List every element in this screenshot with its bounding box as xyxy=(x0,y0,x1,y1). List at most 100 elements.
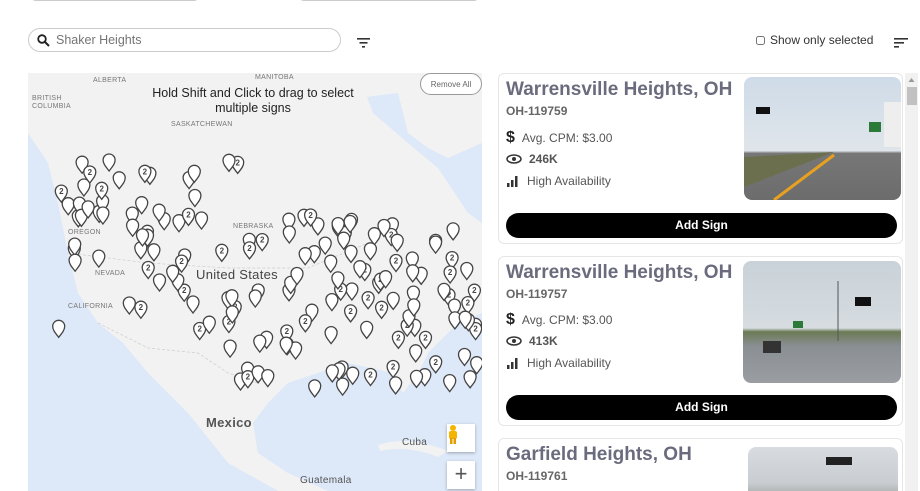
map-marker[interactable] xyxy=(290,266,304,286)
map-marker[interactable] xyxy=(188,188,202,208)
map-marker[interactable] xyxy=(68,253,82,273)
map-marker[interactable] xyxy=(308,379,322,398)
map-marker[interactable] xyxy=(102,153,116,173)
map-marker[interactable] xyxy=(318,236,332,256)
map-marker[interactable] xyxy=(248,289,262,309)
map-marker[interactable] xyxy=(225,289,239,308)
street-view-pegman-icon[interactable] xyxy=(447,424,475,452)
map-marker[interactable] xyxy=(324,325,338,345)
sign-photo[interactable] xyxy=(744,77,901,200)
filter-icon[interactable] xyxy=(357,35,370,53)
sign-card[interactable]: Warrensville Heights, OH OH-119759 $ Avg.… xyxy=(498,73,903,244)
map-marker[interactable] xyxy=(311,217,325,236)
map-marker[interactable] xyxy=(331,271,345,290)
map-marker[interactable] xyxy=(460,261,474,281)
show-only-selected[interactable]: Show only selected xyxy=(756,33,873,47)
map-marker[interactable] xyxy=(222,153,236,173)
top-tab-left[interactable] xyxy=(30,0,200,1)
map-marker[interactable]: 2 xyxy=(141,260,155,280)
map-marker[interactable] xyxy=(470,356,482,375)
map-marker[interactable] xyxy=(288,341,303,361)
map-marker[interactable]: 2 xyxy=(389,253,403,273)
sign-card[interactable]: Garfield Heights, OH OH-119761 xyxy=(498,438,903,491)
map-marker[interactable] xyxy=(77,178,91,198)
map-marker[interactable] xyxy=(135,228,150,247)
zoom-in-button[interactable]: + xyxy=(447,461,475,489)
map-marker[interactable] xyxy=(386,291,400,311)
map-marker[interactable] xyxy=(81,200,95,219)
map-marker[interactable] xyxy=(135,196,149,215)
map-marker[interactable]: 2 xyxy=(429,355,443,374)
map-marker[interactable] xyxy=(353,260,367,279)
map-marker[interactable] xyxy=(166,264,180,284)
map-marker[interactable] xyxy=(345,282,359,302)
add-sign-button[interactable]: Add Sign xyxy=(506,213,897,238)
map-marker[interactable]: 2 xyxy=(386,359,400,379)
map-marker[interactable] xyxy=(147,243,161,262)
map-marker[interactable] xyxy=(331,216,345,236)
map-marker[interactable]: 2 xyxy=(54,184,68,204)
map-marker[interactable] xyxy=(360,320,374,340)
map-marker[interactable] xyxy=(406,264,420,283)
map-marker[interactable]: 2 xyxy=(83,165,97,185)
map-marker[interactable]: 2 xyxy=(303,208,318,228)
map-marker[interactable] xyxy=(335,377,350,397)
sign-photo[interactable] xyxy=(748,447,898,491)
sort-icon[interactable] xyxy=(894,35,908,53)
sign-photo[interactable] xyxy=(743,261,901,383)
map-marker[interactable]: 2 xyxy=(215,243,229,263)
sign-card[interactable]: Warrensville Heights, OH OH-119757 $ Avg.… xyxy=(498,256,903,426)
map-marker[interactable] xyxy=(298,247,312,266)
map-marker[interactable] xyxy=(125,218,140,238)
map-marker[interactable] xyxy=(194,211,209,231)
map-marker[interactable] xyxy=(261,368,275,388)
map-marker[interactable]: 2 xyxy=(255,232,269,252)
map-marker[interactable]: 2 xyxy=(242,241,257,260)
map-marker[interactable] xyxy=(52,319,66,339)
map-marker[interactable] xyxy=(172,214,186,233)
map-marker[interactable]: 2 xyxy=(443,265,457,285)
map-marker[interactable] xyxy=(409,369,424,389)
map-marker[interactable] xyxy=(279,336,293,356)
map-marker[interactable] xyxy=(344,244,358,264)
map-marker[interactable] xyxy=(409,344,423,363)
map-marker[interactable]: 2 xyxy=(134,300,148,320)
map-marker[interactable] xyxy=(337,231,351,251)
map-marker[interactable] xyxy=(152,273,167,293)
map-marker[interactable] xyxy=(388,376,403,395)
remove-all-button[interactable]: Remove All xyxy=(420,73,482,95)
map-marker[interactable] xyxy=(223,339,237,359)
show-only-selected-checkbox[interactable] xyxy=(756,35,765,45)
map-marker[interactable] xyxy=(390,233,404,253)
map-marker[interactable] xyxy=(186,295,200,315)
map-marker[interactable] xyxy=(428,235,443,255)
map-marker[interactable] xyxy=(346,366,360,386)
map-marker[interactable]: 2 xyxy=(181,207,196,227)
map-marker[interactable] xyxy=(122,296,136,316)
map-marker[interactable]: 2 xyxy=(361,291,375,310)
map-marker[interactable]: 2 xyxy=(391,330,406,350)
map-marker[interactable] xyxy=(225,305,239,324)
map-marker[interactable] xyxy=(325,292,339,312)
list-scrollbar[interactable] xyxy=(905,73,918,491)
map-marker[interactable] xyxy=(282,225,296,245)
map-marker[interactable] xyxy=(463,370,477,389)
map-marker[interactable] xyxy=(152,203,166,223)
map-marker[interactable]: 2 xyxy=(374,300,389,320)
map-marker[interactable]: 2 xyxy=(138,164,152,184)
map-marker[interactable]: 2 xyxy=(174,254,189,274)
map-marker[interactable]: 2 xyxy=(177,283,191,303)
map-marker[interactable] xyxy=(437,282,451,302)
map-marker[interactable] xyxy=(378,270,393,289)
map-marker[interactable] xyxy=(363,242,378,261)
search-bar[interactable] xyxy=(28,28,341,52)
map-marker[interactable] xyxy=(343,214,357,234)
scroll-up-arrow-icon[interactable] xyxy=(905,75,918,85)
map-marker[interactable] xyxy=(61,197,75,216)
search-input[interactable] xyxy=(56,33,326,47)
map-marker[interactable]: 2 xyxy=(461,295,475,315)
map-marker[interactable] xyxy=(202,315,216,335)
map-marker[interactable] xyxy=(448,311,462,330)
map-marker[interactable] xyxy=(112,171,126,190)
map-marker[interactable] xyxy=(443,373,457,393)
